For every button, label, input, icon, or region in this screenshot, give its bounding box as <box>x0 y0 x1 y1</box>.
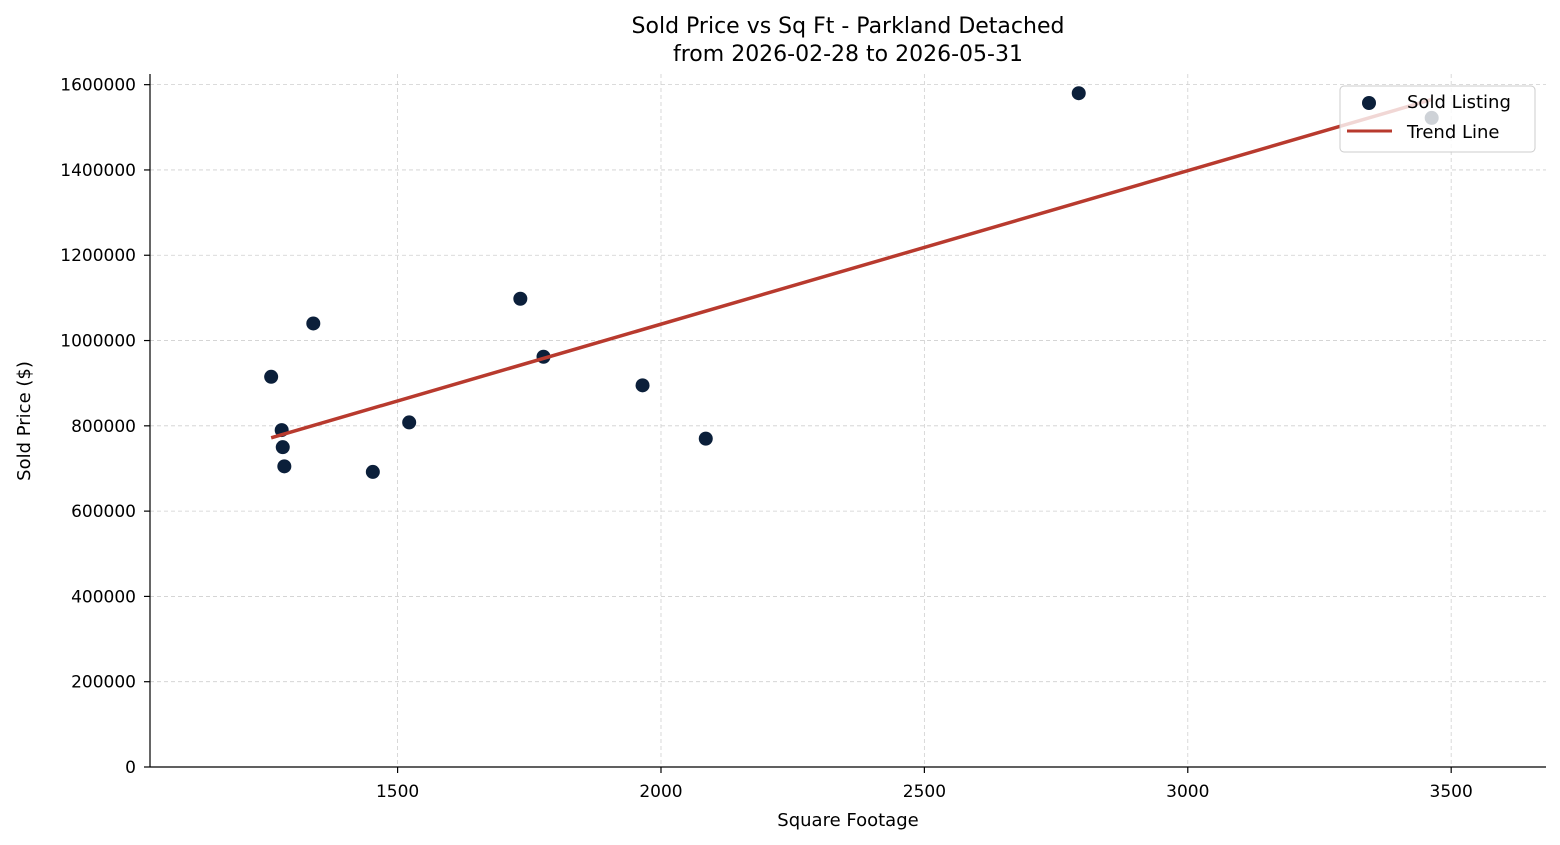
data-point <box>277 459 292 474</box>
y-tick-label: 1400000 <box>60 161 136 181</box>
chart-title-line-2: from 2026-02-28 to 2026-05-31 <box>673 42 1023 67</box>
y-tick-label: 200000 <box>71 673 136 693</box>
y-tick-label: 1600000 <box>60 76 136 96</box>
grid-lines <box>150 74 1546 768</box>
x-tick-label: 2000 <box>639 782 682 802</box>
legend-marker-sold-listing <box>1362 96 1376 110</box>
data-point <box>275 440 290 455</box>
data-point <box>1071 86 1086 101</box>
data-series <box>264 86 1439 479</box>
x-tick-label: 1500 <box>376 782 419 802</box>
trend-line <box>270 97 1433 440</box>
y-tick-label: 0 <box>125 758 136 778</box>
y-tick-label: 1200000 <box>60 246 136 266</box>
x-tick-label: 3000 <box>1166 782 1209 802</box>
legend-label-sold-listing: Sold Listing <box>1407 92 1511 113</box>
x-axis-label: Square Footage <box>777 810 918 831</box>
data-point <box>264 369 279 384</box>
data-point <box>402 415 417 430</box>
y-tick-label: 400000 <box>71 587 136 607</box>
data-point <box>635 378 650 393</box>
axis-ticks: 1500 2000 2500 3000 3500 0 200000 400000 600000 8… <box>60 76 1473 802</box>
x-tick-label: 2500 <box>903 782 946 802</box>
y-axis-label: Sold Price ($) <box>14 361 35 481</box>
legend-box <box>1339 85 1536 153</box>
legend: Sold Listing Trend Line <box>1339 85 1536 153</box>
y-tick-label: 800000 <box>71 417 136 437</box>
data-point <box>513 291 528 306</box>
chart-title-line-1: Sold Price vs Sq Ft - Parkland Detached <box>632 14 1065 39</box>
y-tick-label: 600000 <box>71 502 136 522</box>
legend-label-trend-line: Trend Line <box>1406 122 1500 143</box>
y-tick-label: 1000000 <box>60 332 136 352</box>
data-point <box>698 431 713 446</box>
data-point <box>365 464 380 479</box>
x-tick-label: 3500 <box>1430 782 1473 802</box>
data-point <box>306 316 321 331</box>
